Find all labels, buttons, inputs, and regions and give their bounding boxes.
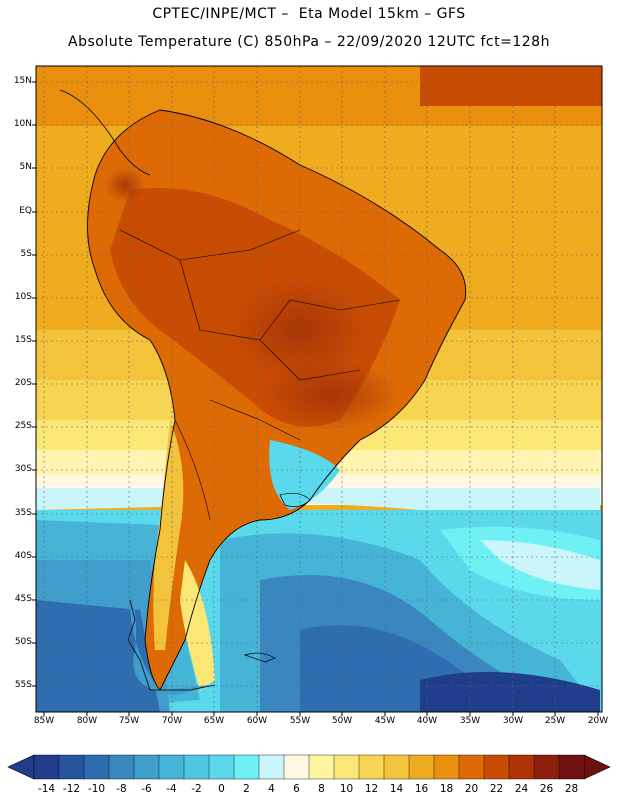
legend-swatch (308, 754, 335, 780)
legend-swatch (358, 754, 385, 780)
legend-swatch (183, 754, 210, 780)
lon-label-25w: 25W (544, 716, 566, 726)
legend-swatch (383, 754, 410, 780)
lon-label-75w: 75W (118, 716, 140, 726)
legend-tick-label: -14 (37, 783, 56, 795)
legend-tick-label: -8 (116, 783, 127, 795)
legend-arrow-high (583, 754, 611, 780)
lat-label-10s: 10S (14, 292, 32, 302)
lon-label-85w: 85W (33, 716, 55, 726)
legend-tick-label: 2 (243, 783, 250, 795)
lat-label-50s: 50S (14, 637, 32, 647)
map-frame (35, 65, 603, 713)
lat-label-15n: 15N (13, 76, 32, 86)
legend-swatch (458, 754, 485, 780)
legend-tick-label: 14 (389, 783, 404, 795)
lon-label-55w: 55W (289, 716, 311, 726)
legend-tick-label: 26 (539, 783, 554, 795)
lat-label-20s: 20S (14, 378, 32, 388)
legend-tick-label: 0 (218, 783, 225, 795)
lon-label-40w: 40W (416, 716, 438, 726)
lat-label-30s: 30S (14, 464, 32, 474)
legend-arrow-low (7, 754, 35, 780)
lat-label-55s: 55S (14, 680, 32, 690)
legend-swatch (333, 754, 360, 780)
legend-swatch (158, 754, 185, 780)
lat-label-5n: 5N (19, 162, 32, 172)
lon-label-20w: 20W (587, 716, 609, 726)
legend-tick-label: 16 (414, 783, 429, 795)
axis-ticks (32, 81, 599, 716)
legend-swatch (233, 754, 260, 780)
legend-tick-label: -6 (141, 783, 152, 795)
temperature-field (36, 66, 602, 712)
legend-swatch (408, 754, 435, 780)
legend-tick-label: 28 (564, 783, 579, 795)
lon-label-70w: 70W (161, 716, 183, 726)
lat-label-25s: 25S (14, 421, 32, 431)
legend-tick-label: 8 (318, 783, 325, 795)
legend-swatch (83, 754, 110, 780)
legend-swatch (558, 754, 585, 780)
lat-label-35s: 35S (14, 508, 32, 518)
legend-swatch (58, 754, 85, 780)
legend-swatches (33, 754, 585, 780)
lat-label-15s: 15S (14, 335, 32, 345)
legend-tick-label: 6 (293, 783, 300, 795)
lat-label-5s: 5S (20, 249, 32, 259)
lat-label-10n: 10N (13, 119, 32, 129)
legend-swatch (433, 754, 460, 780)
legend-tick-label: 4 (268, 783, 275, 795)
map-title-line2: Absolute Temperature (C) 850hPa – 22/09/… (68, 34, 550, 50)
legend-tick-label: -4 (166, 783, 177, 795)
legend-swatch (33, 754, 60, 780)
legend-tick-label: 20 (464, 783, 479, 795)
legend-tick-label: 18 (439, 783, 454, 795)
color-legend (7, 754, 611, 780)
lat-label-40s: 40S (14, 551, 32, 561)
lon-label-45w: 45W (374, 716, 396, 726)
lon-label-65w: 65W (203, 716, 225, 726)
legend-tick-label: 12 (364, 783, 379, 795)
legend-swatch (483, 754, 510, 780)
legend-swatch (108, 754, 135, 780)
lon-label-35w: 35W (459, 716, 481, 726)
legend-swatch (258, 754, 285, 780)
lon-label-30w: 30W (502, 716, 524, 726)
lat-label-eq: EQ (19, 206, 32, 216)
legend-tick-label: -12 (62, 783, 81, 795)
legend-tick-label: 10 (339, 783, 354, 795)
legend-tick-label: -10 (87, 783, 106, 795)
legend-swatch (133, 754, 160, 780)
graticule (36, 66, 602, 712)
legend-tick-label: 22 (489, 783, 504, 795)
legend-tick-label: -2 (191, 783, 202, 795)
lon-label-80w: 80W (76, 716, 98, 726)
legend-swatch (508, 754, 535, 780)
legend-swatch (208, 754, 235, 780)
lat-label-45s: 45S (14, 594, 32, 604)
lon-label-60w: 60W (246, 716, 268, 726)
map-title-line1: CPTEC/INPE/MCT – Eta Model 15km – GFS (152, 6, 466, 22)
legend-tick-label: 24 (514, 783, 529, 795)
lon-label-50w: 50W (331, 716, 353, 726)
legend-swatch (283, 754, 310, 780)
legend-swatch (533, 754, 560, 780)
